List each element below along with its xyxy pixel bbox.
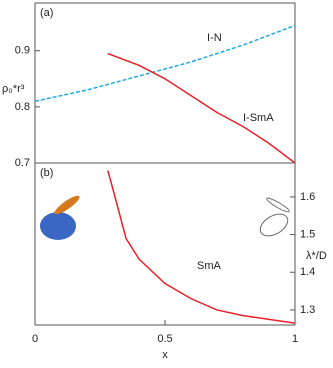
y-tick-label: 0.7 [15, 157, 30, 169]
x-tick-label: 0.5 [157, 333, 172, 345]
panel-label: (a) [40, 7, 53, 19]
blue-ellipse [40, 212, 76, 240]
x-axis-label: x [162, 349, 168, 361]
panel-label: (b) [40, 167, 53, 179]
y2-axis-label: λ*/D [306, 250, 327, 262]
series-label: I-N [207, 32, 222, 44]
y-axis-label: ρ₀*r³ [2, 83, 25, 95]
y2-tick-label: 1.3 [300, 304, 315, 316]
x-tick-label: 0 [32, 333, 38, 345]
y2-tick-label: 1.5 [300, 228, 315, 240]
x-tick-label: 1 [292, 333, 298, 345]
panel-b-frame [34, 162, 296, 326]
series-line [34, 24, 296, 102]
series-line [107, 52, 296, 164]
molecule-icons [40, 195, 290, 240]
series-label: I-SmA [243, 112, 274, 124]
series-line [107, 170, 296, 324]
series-label: SmA [197, 260, 222, 272]
y2-tick-label: 1.6 [300, 191, 315, 203]
panel-a-frame [34, 2, 296, 164]
y2-tick-label: 1.4 [300, 266, 315, 278]
outline-ellipse [266, 197, 290, 213]
y-tick-label: 0.9 [15, 45, 30, 57]
outline-ellipse [259, 213, 289, 237]
orange-ellipse [54, 195, 80, 215]
y-tick-label: 0.8 [15, 101, 30, 113]
